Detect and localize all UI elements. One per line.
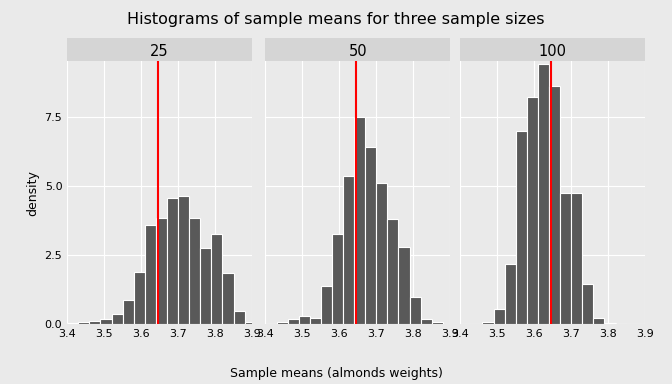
Bar bbox=[200, 248, 211, 324]
Bar bbox=[376, 183, 388, 324]
Bar bbox=[321, 286, 332, 324]
Text: 50: 50 bbox=[349, 43, 367, 59]
Bar bbox=[343, 176, 354, 324]
Text: 25: 25 bbox=[151, 43, 169, 59]
Bar bbox=[122, 300, 134, 324]
Bar bbox=[212, 235, 222, 324]
Text: Histograms of sample means for three sample sizes: Histograms of sample means for three sam… bbox=[127, 12, 545, 26]
Bar bbox=[560, 193, 571, 324]
Bar bbox=[245, 322, 255, 324]
Bar bbox=[288, 319, 299, 324]
Bar bbox=[482, 322, 493, 324]
Bar bbox=[365, 147, 376, 324]
Bar bbox=[431, 322, 443, 324]
Bar bbox=[538, 64, 549, 324]
Bar bbox=[310, 318, 321, 324]
Bar bbox=[299, 316, 310, 324]
Bar bbox=[605, 323, 616, 324]
Bar bbox=[354, 117, 366, 324]
Bar bbox=[277, 322, 288, 324]
Bar bbox=[571, 193, 583, 324]
Bar bbox=[494, 309, 505, 324]
Bar bbox=[398, 247, 409, 324]
Bar bbox=[222, 273, 234, 324]
Bar bbox=[78, 322, 89, 324]
Bar bbox=[593, 318, 605, 324]
Bar bbox=[332, 235, 343, 324]
Text: 100: 100 bbox=[539, 43, 566, 59]
Bar bbox=[112, 314, 123, 324]
Bar bbox=[527, 98, 538, 324]
Bar bbox=[388, 219, 398, 324]
Bar bbox=[89, 321, 101, 324]
Bar bbox=[583, 284, 593, 324]
Bar bbox=[134, 272, 145, 324]
Bar bbox=[145, 225, 156, 324]
Bar bbox=[101, 319, 112, 324]
Bar bbox=[167, 199, 178, 324]
Y-axis label: density: density bbox=[26, 170, 39, 216]
Text: Sample means (almonds weights): Sample means (almonds weights) bbox=[230, 367, 442, 380]
Bar bbox=[178, 196, 190, 324]
Bar bbox=[156, 218, 167, 324]
Bar bbox=[421, 319, 432, 324]
Bar bbox=[67, 323, 79, 324]
Bar bbox=[505, 263, 516, 324]
Bar bbox=[516, 131, 527, 324]
Bar bbox=[410, 297, 421, 324]
Bar bbox=[190, 218, 200, 324]
Bar bbox=[234, 311, 245, 324]
Bar bbox=[549, 86, 560, 324]
